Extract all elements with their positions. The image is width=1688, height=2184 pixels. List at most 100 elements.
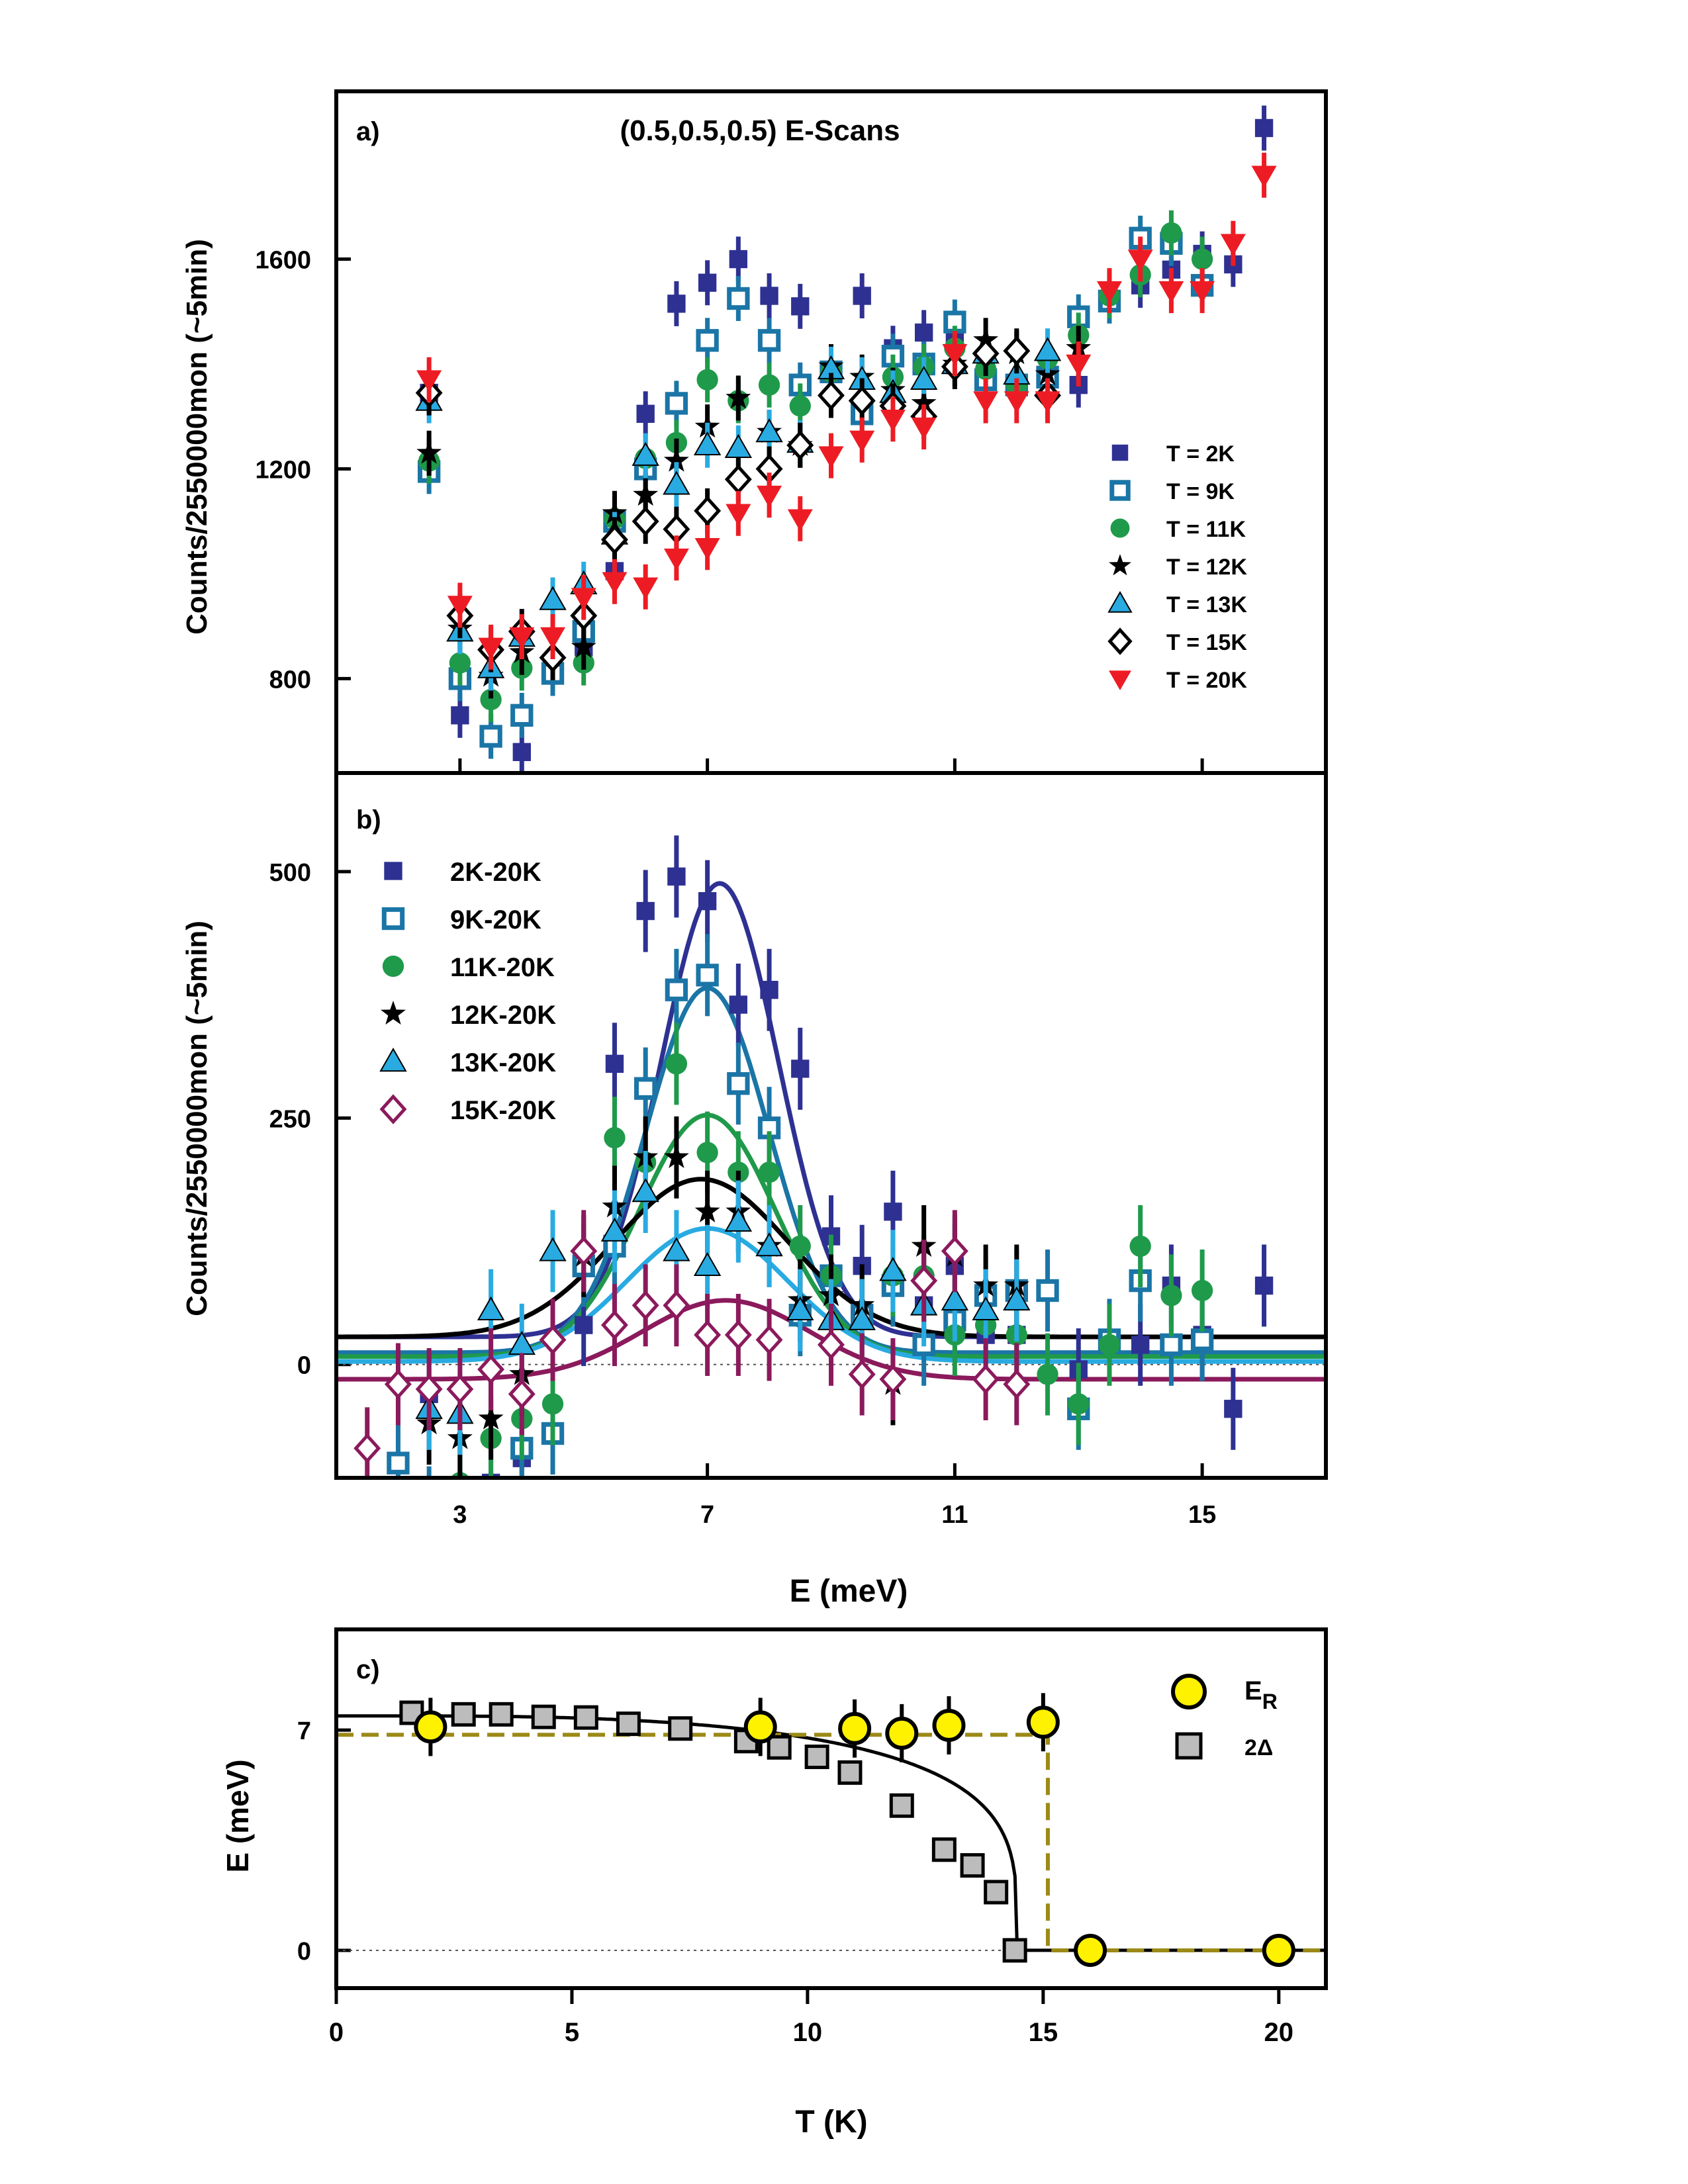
legend-label: T = 9K <box>1166 479 1235 504</box>
point <box>667 295 686 313</box>
point <box>663 1290 690 1321</box>
legend-marker <box>1109 480 1131 501</box>
point <box>1026 1706 1060 1739</box>
point <box>510 704 534 727</box>
point <box>694 1198 720 1222</box>
point <box>540 627 566 649</box>
point <box>449 652 471 674</box>
point <box>541 1393 564 1415</box>
point <box>931 1837 957 1862</box>
series-b-4 <box>415 1151 1031 1455</box>
point <box>696 964 719 987</box>
y-tick-label: 0 <box>297 1352 311 1380</box>
point <box>837 1760 863 1785</box>
point <box>1191 1279 1213 1302</box>
point <box>633 482 659 506</box>
point <box>696 329 719 352</box>
point <box>539 586 567 610</box>
point <box>1191 248 1213 270</box>
point <box>693 431 722 456</box>
point <box>848 1359 876 1390</box>
point <box>696 1142 718 1163</box>
series-a-2 <box>418 210 1213 723</box>
point <box>972 1296 1000 1321</box>
point <box>573 1705 598 1730</box>
legend-b-item: 13K-20K <box>379 1047 556 1077</box>
point <box>477 1354 505 1385</box>
point <box>1035 391 1060 414</box>
point <box>755 418 783 443</box>
legend-label: 15K-20K <box>450 1096 556 1125</box>
point <box>884 1203 902 1221</box>
point <box>849 430 875 453</box>
y-tick-label: 7 <box>297 1717 311 1745</box>
point <box>879 1257 907 1281</box>
panel-c-xlabel: T (K) <box>795 2105 867 2140</box>
point <box>729 250 748 269</box>
legend-label: T = 2K <box>1166 441 1235 467</box>
point <box>605 1054 624 1073</box>
point <box>416 439 442 464</box>
point <box>489 1702 514 1727</box>
resonance-step-line <box>336 1733 1326 1952</box>
legend-b-item: 11K-20K <box>382 953 555 982</box>
point <box>838 1711 872 1745</box>
point <box>1033 337 1062 361</box>
point <box>726 385 751 409</box>
point <box>1003 336 1031 366</box>
point <box>451 706 469 725</box>
point <box>760 981 778 999</box>
point <box>665 392 688 415</box>
point <box>479 725 502 748</box>
x-tick-label: 15 <box>1188 1501 1216 1529</box>
point <box>482 1503 500 1521</box>
point <box>818 1330 845 1360</box>
legend-c-item: 2Δ <box>1175 1732 1273 1760</box>
series-b-5 <box>353 1210 1031 1478</box>
x-tick-label: 11 <box>941 1501 968 1529</box>
panel-c-ylabel: E (meV) <box>220 1759 255 1872</box>
legend-marker <box>1110 518 1130 538</box>
point <box>416 370 442 392</box>
point <box>1037 1363 1058 1385</box>
panel-b-frame <box>334 771 1328 1480</box>
point <box>693 1251 722 1277</box>
panel-b-label: b) <box>356 805 381 835</box>
point <box>601 524 628 555</box>
point <box>694 496 722 526</box>
point <box>804 1745 829 1770</box>
point <box>1127 250 1153 272</box>
legend-label: T = 13K <box>1166 592 1247 617</box>
legend-a-item: T = 13K <box>1107 590 1247 617</box>
point <box>889 1793 914 1818</box>
panel-b-ylabel: Counts/2550000mon (~5min) <box>181 921 213 1316</box>
legend-label: 12K-20K <box>450 1001 556 1030</box>
legend-a-item: T = 20K <box>1109 668 1247 693</box>
point <box>694 1320 722 1350</box>
x-tick-label: 5 <box>565 2018 579 2047</box>
point <box>665 1053 688 1075</box>
point <box>446 1374 474 1404</box>
legend-label: 2Δ <box>1244 1735 1273 1760</box>
point <box>668 1716 693 1741</box>
point <box>663 548 689 571</box>
point <box>941 1236 968 1267</box>
y-tick-label: 0 <box>297 1938 311 1966</box>
point <box>477 1296 505 1321</box>
panel-c-frame <box>334 1627 1328 1990</box>
legend-b-item: 9K-20K <box>381 905 541 934</box>
point <box>726 504 751 526</box>
point <box>743 1710 777 1744</box>
point <box>447 596 473 618</box>
panel-a: a) (0.5,0.5,0.5) E-Scans 800 1200 1600 T =… <box>181 105 1277 775</box>
point <box>575 1316 593 1334</box>
point <box>941 1286 969 1311</box>
point <box>451 1553 469 1570</box>
x-tick-label: 20 <box>1264 2018 1294 2047</box>
point <box>634 1077 657 1100</box>
x-tick-label: 15 <box>1029 2018 1058 2047</box>
point <box>724 433 753 459</box>
point <box>960 1853 985 1878</box>
legend-c-item: ER <box>1171 1674 1278 1713</box>
